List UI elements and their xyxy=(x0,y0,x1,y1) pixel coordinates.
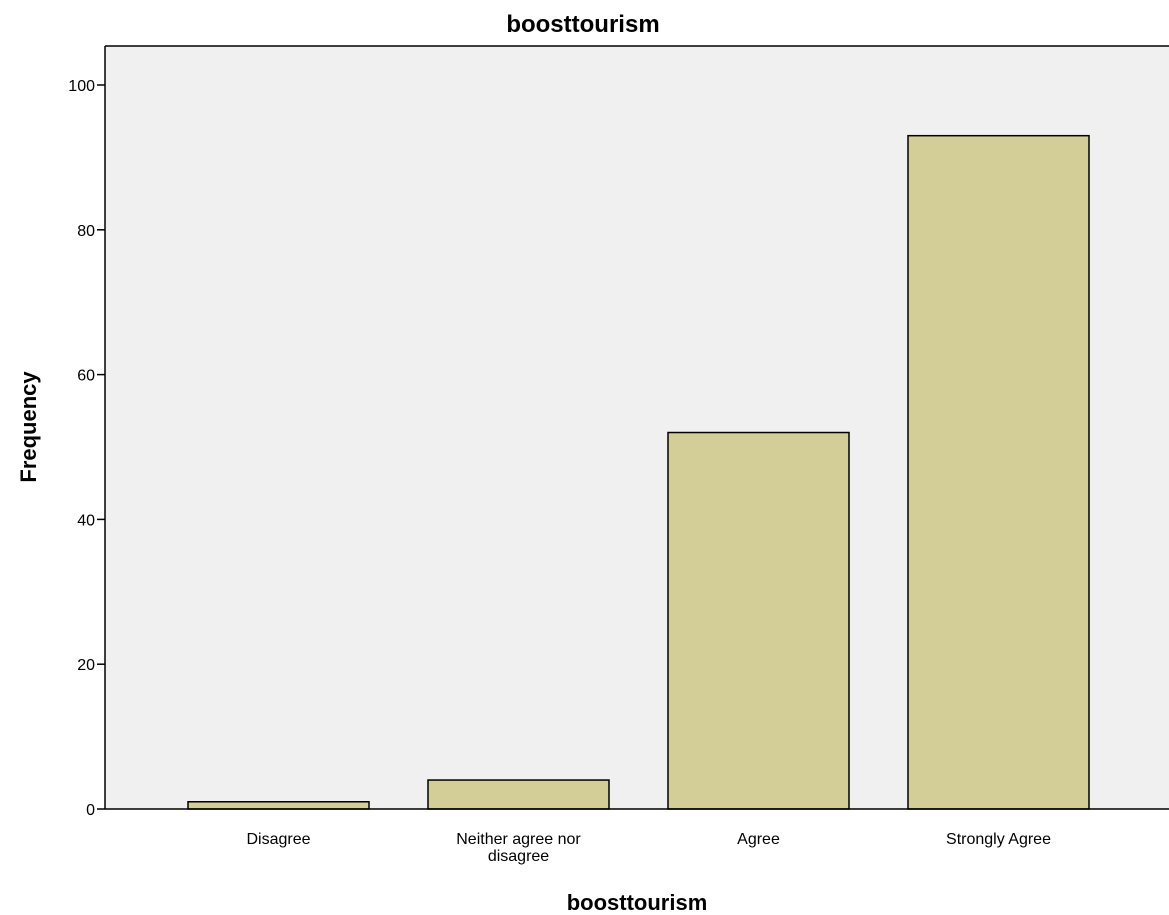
x-tick-label: Disagree xyxy=(246,831,310,848)
y-tick-label: 80 xyxy=(77,223,95,240)
y-tick-label: 100 xyxy=(68,78,95,95)
x-axis-ticks: Disagree Neither agree nor disagree Agree St… xyxy=(246,831,1051,865)
axes xyxy=(104,45,1169,810)
bar-2 xyxy=(667,431,850,810)
x-tick-label: Strongly Agree xyxy=(946,831,1051,848)
y-tick-label: 20 xyxy=(77,657,95,674)
x-tick-label: Neither agree nor disagree xyxy=(456,831,581,865)
bar-group xyxy=(187,134,1090,810)
bar-1 xyxy=(427,779,610,810)
y-tick-label: 0 xyxy=(86,802,95,819)
y-tick-label: 40 xyxy=(77,512,95,529)
y-axis-ticks: 0 20 40 60 80 100 xyxy=(68,78,105,819)
x-tick-label: Agree xyxy=(737,831,780,848)
x-axis-title: boosttourism xyxy=(567,890,708,915)
chart-title: boosttourism xyxy=(506,11,659,38)
y-axis-title: Frequency xyxy=(16,371,41,483)
bar-0 xyxy=(187,801,370,810)
y-tick-label: 60 xyxy=(77,368,95,385)
bar-3 xyxy=(907,134,1090,810)
